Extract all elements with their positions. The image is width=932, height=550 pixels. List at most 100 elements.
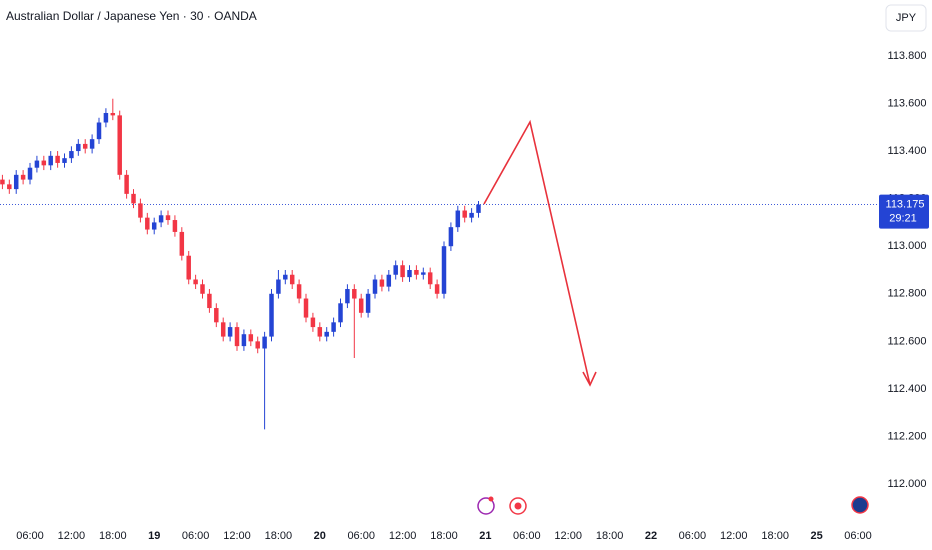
event-icon[interactable] — [477, 497, 495, 515]
candle-body — [352, 289, 357, 299]
candle-body — [131, 193, 136, 204]
y-tick-label: 112.200 — [888, 430, 927, 442]
candle-body — [455, 210, 461, 228]
x-tick-label: 12:00 — [223, 530, 251, 542]
candle-body — [407, 269, 412, 278]
candle-body — [145, 217, 150, 230]
candle-body — [227, 327, 233, 337]
candle-body — [62, 158, 67, 163]
candle-body — [41, 160, 47, 166]
candle-body — [241, 334, 247, 347]
candle-body — [310, 317, 316, 328]
candle-body — [283, 274, 288, 280]
candle-body — [0, 179, 5, 185]
candle-body — [400, 265, 405, 278]
candle-body — [82, 143, 88, 149]
x-tick-label: 20 — [314, 530, 326, 542]
candle-body — [186, 255, 191, 280]
x-tick-label: 06:00 — [182, 530, 210, 542]
x-tick-label: 12:00 — [720, 530, 748, 542]
candle-body — [317, 327, 323, 337]
candle-body — [27, 167, 33, 180]
candle-body — [207, 293, 212, 309]
x-tick-label: 18:00 — [596, 530, 624, 542]
candle-body — [276, 279, 281, 294]
candle-body — [7, 184, 12, 190]
candle-body — [179, 231, 185, 256]
candle-body — [303, 298, 309, 318]
x-tick-label: 18:00 — [265, 530, 293, 542]
arrow-head — [582, 371, 597, 387]
candle-body — [338, 303, 343, 323]
candle-body — [365, 293, 371, 313]
currency-label: JPY — [896, 12, 917, 24]
y-tick-label: 113.600 — [888, 97, 927, 109]
candle-body — [110, 112, 116, 116]
candle-body — [289, 274, 295, 285]
last-price-label: 113.175 — [886, 198, 925, 210]
drawn-arrow — [483, 119, 591, 386]
candle-body — [89, 139, 95, 149]
x-tick-label: 06:00 — [679, 530, 707, 542]
x-tick-label: 25 — [810, 530, 822, 542]
candle-body — [55, 155, 60, 163]
candle-body — [172, 220, 178, 232]
last-price-box — [879, 194, 929, 229]
currency-button[interactable] — [885, 4, 927, 32]
x-tick-label: 06:00 — [844, 530, 872, 542]
candle-body — [255, 341, 260, 349]
event-dot — [488, 496, 494, 502]
candle-body — [248, 334, 254, 342]
candle-body — [386, 274, 392, 287]
candle-body — [324, 331, 329, 337]
candle-body — [269, 293, 274, 337]
candle-body — [379, 279, 385, 287]
flag-icon[interactable] — [851, 496, 869, 514]
candle-body — [151, 222, 157, 230]
x-tick-label: 19 — [148, 530, 160, 542]
candle-body — [441, 246, 447, 294]
candle-body — [414, 269, 419, 275]
candle-body — [138, 203, 143, 218]
countdown-label: 29:21 — [889, 212, 917, 224]
candle-body — [220, 322, 226, 337]
candle-body — [393, 265, 398, 275]
y-tick-label: 113.000 — [888, 240, 927, 252]
x-tick-label: 12:00 — [554, 530, 582, 542]
candle-body — [124, 174, 129, 194]
candle-body — [421, 272, 426, 275]
y-tick-label: 113.800 — [888, 50, 927, 62]
x-tick-label: 18:00 — [99, 530, 127, 542]
candle-body — [427, 272, 433, 285]
candle-body — [103, 112, 109, 123]
candle-body — [262, 336, 267, 349]
x-tick-label: 21 — [479, 530, 491, 542]
chart-title: Australian Dollar / Japanese Yen · 30 · … — [6, 9, 257, 23]
candle-body — [448, 227, 454, 247]
candle-body — [20, 174, 26, 180]
candle-body — [476, 204, 481, 213]
candle-body — [96, 122, 102, 140]
candle-body — [158, 215, 164, 223]
candle-body — [69, 151, 74, 159]
event-icons — [477, 496, 869, 515]
candle-body — [234, 327, 240, 347]
candle-body — [13, 174, 19, 190]
candle-body — [462, 210, 467, 218]
x-tick-label: 06:00 — [16, 530, 44, 542]
x-tick-label: 22 — [645, 530, 657, 542]
candle-body — [34, 160, 40, 168]
y-tick-label: 113.400 — [888, 145, 927, 157]
x-tick-label: 12:00 — [58, 530, 86, 542]
candle-body — [345, 289, 350, 304]
candle-body — [193, 279, 198, 285]
x-tick-label: 18:00 — [430, 530, 458, 542]
y-tick-label: 112.600 — [888, 335, 927, 347]
candle-body — [214, 308, 219, 323]
candle-body — [117, 115, 122, 175]
candle-body — [358, 298, 364, 313]
candle-body — [469, 212, 474, 218]
candle-body — [296, 284, 302, 299]
